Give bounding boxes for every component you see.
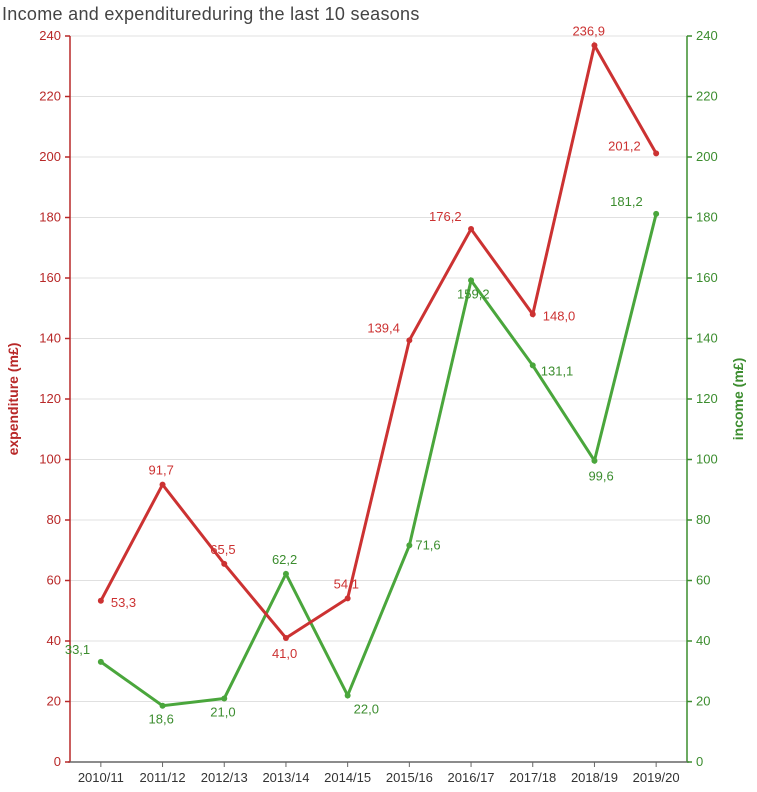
svg-text:2015/16: 2015/16	[386, 770, 433, 785]
svg-text:160: 160	[39, 270, 61, 285]
svg-text:100: 100	[696, 452, 718, 467]
chart-svg: 0 20 40 60 80 100 120 140 160 180 200 220 240 0 20 40 60…	[0, 0, 757, 792]
svg-text:65,5: 65,5	[210, 542, 235, 557]
svg-text:income (m£): income (m£)	[730, 358, 746, 440]
svg-text:80: 80	[696, 512, 710, 527]
svg-text:2017/18: 2017/18	[509, 770, 556, 785]
svg-text:2016/17: 2016/17	[448, 770, 495, 785]
svg-text:2011/12: 2011/12	[140, 770, 186, 785]
svg-text:100: 100	[39, 452, 61, 467]
svg-text:200: 200	[696, 149, 718, 164]
svg-text:54,1: 54,1	[334, 576, 359, 591]
svg-text:160: 160	[696, 270, 718, 285]
svg-text:120: 120	[39, 391, 61, 406]
svg-text:0: 0	[54, 754, 61, 769]
svg-text:91,7: 91,7	[149, 463, 174, 478]
svg-text:71,6: 71,6	[415, 537, 440, 552]
svg-text:41,0: 41,0	[272, 646, 297, 661]
svg-text:140: 140	[39, 331, 61, 346]
chart-title: Income and expenditureduring the last 10…	[2, 4, 420, 25]
svg-text:53,3: 53,3	[111, 595, 136, 610]
svg-text:220: 220	[696, 89, 718, 104]
svg-text:120: 120	[696, 391, 718, 406]
svg-text:40: 40	[696, 633, 710, 648]
svg-text:2014/15: 2014/15	[324, 770, 371, 785]
svg-text:201,2: 201,2	[608, 138, 641, 153]
svg-text:139,4: 139,4	[367, 320, 400, 335]
chart-container: Income and expenditureduring the last 10…	[0, 0, 757, 792]
svg-text:22,0: 22,0	[354, 701, 379, 716]
svg-text:20: 20	[696, 694, 710, 709]
svg-text:33,1: 33,1	[65, 642, 90, 657]
svg-text:180: 180	[39, 210, 61, 225]
svg-text:2019/20: 2019/20	[633, 770, 680, 785]
svg-text:2012/13: 2012/13	[201, 770, 248, 785]
svg-text:140: 140	[696, 331, 718, 346]
svg-text:18,6: 18,6	[149, 712, 174, 727]
svg-text:99,6: 99,6	[588, 469, 613, 484]
svg-text:80: 80	[47, 512, 61, 527]
svg-text:131,1: 131,1	[541, 363, 574, 378]
svg-text:62,2: 62,2	[272, 552, 297, 567]
svg-text:20: 20	[47, 694, 61, 709]
svg-text:2018/19: 2018/19	[571, 770, 618, 785]
svg-text:240: 240	[39, 28, 61, 43]
svg-text:200: 200	[39, 149, 61, 164]
svg-text:0: 0	[696, 754, 703, 769]
svg-text:159,2: 159,2	[457, 286, 490, 301]
svg-text:40: 40	[47, 633, 61, 648]
svg-text:148,0: 148,0	[543, 308, 576, 323]
svg-text:176,2: 176,2	[429, 209, 462, 224]
svg-text:60: 60	[696, 573, 710, 588]
svg-text:2013/14: 2013/14	[262, 770, 309, 785]
svg-text:180: 180	[696, 210, 718, 225]
svg-text:expenditure (m£): expenditure (m£)	[5, 343, 21, 456]
svg-text:236,9: 236,9	[572, 23, 605, 38]
svg-text:60: 60	[47, 573, 61, 588]
svg-text:220: 220	[39, 89, 61, 104]
svg-text:21,0: 21,0	[210, 704, 235, 719]
svg-text:2010/11: 2010/11	[78, 770, 124, 785]
svg-text:181,2: 181,2	[610, 194, 643, 209]
svg-text:240: 240	[696, 28, 718, 43]
